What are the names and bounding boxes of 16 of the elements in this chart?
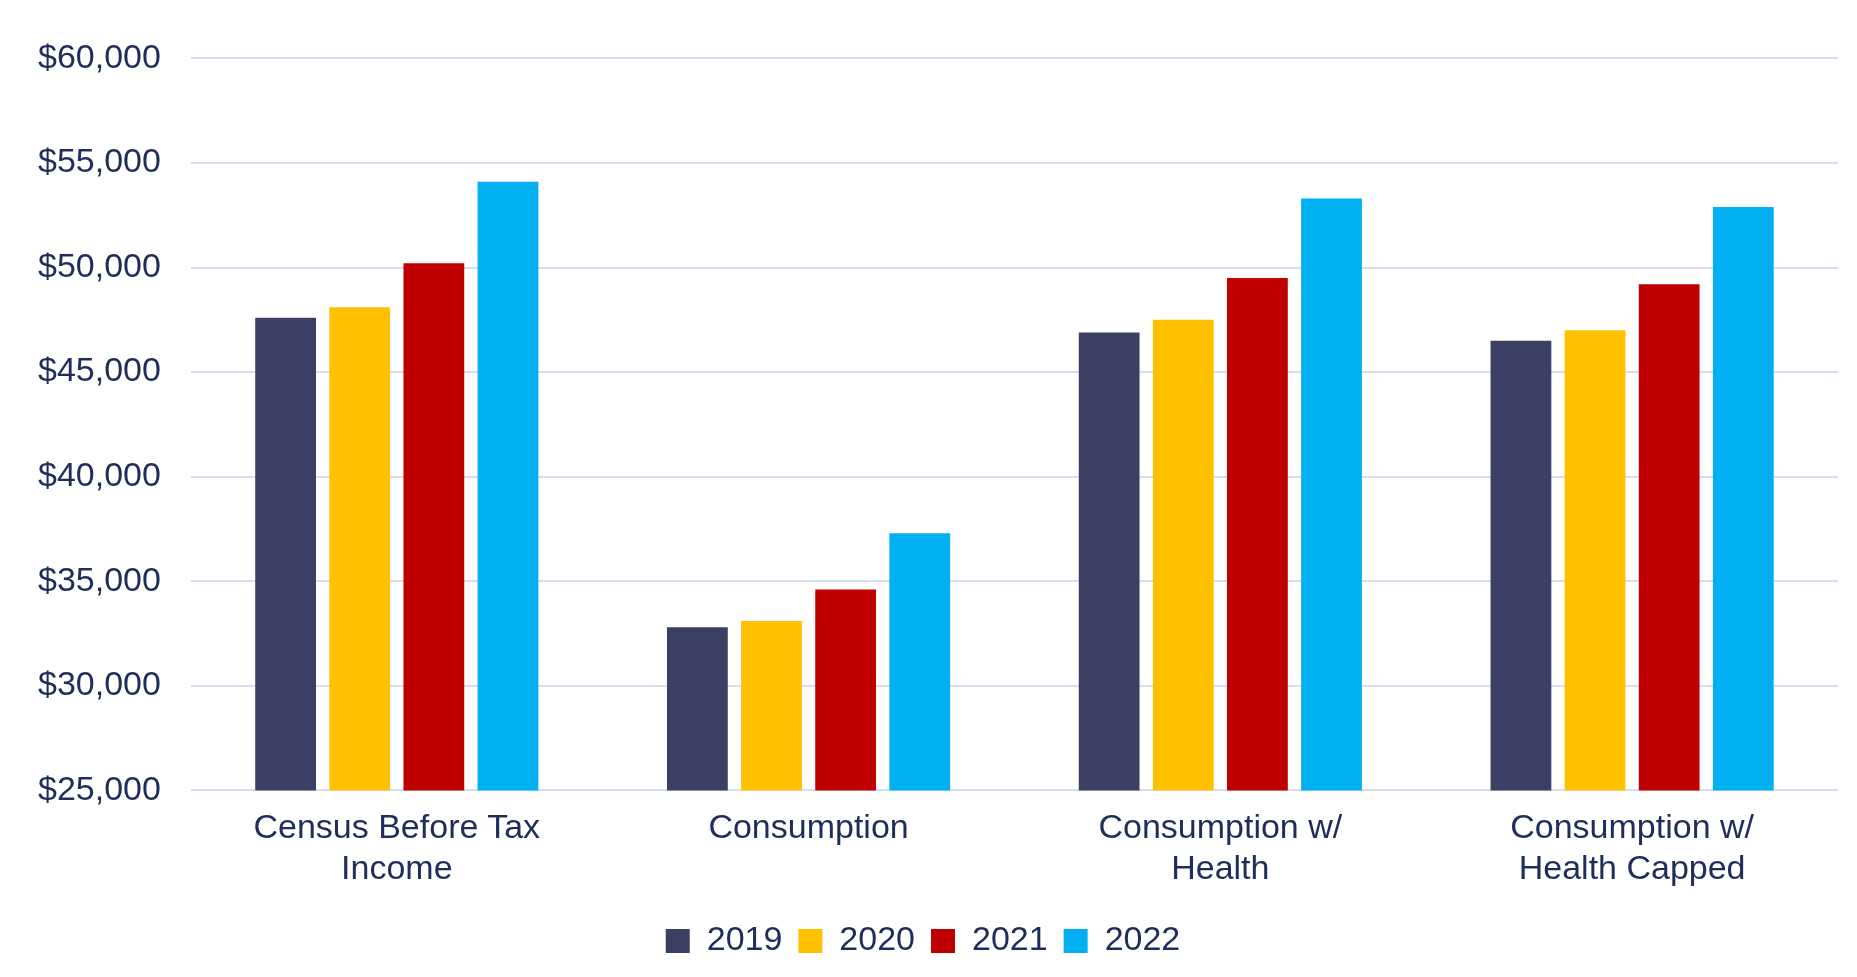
y-tick-label: $55,000 xyxy=(38,141,161,180)
legend-label: 2022 xyxy=(1104,919,1181,958)
x-tick-label: Census Before Tax Income xyxy=(253,807,541,886)
x-tick-label: Consumption w/ Health Capped xyxy=(1510,807,1755,886)
y-tick-label: $45,000 xyxy=(38,350,161,389)
y-tick-label: $30,000 xyxy=(38,664,161,703)
y-tick-label: $25,000 xyxy=(38,768,161,807)
y-tick-label: $50,000 xyxy=(38,245,161,284)
y-tick-label: $35,000 xyxy=(38,559,161,598)
x-tick-label: Consumption xyxy=(708,807,909,846)
y-tick-label: $60,000 xyxy=(38,36,161,75)
y-tick-label: $40,000 xyxy=(38,455,161,494)
legend-label: 2021 xyxy=(972,919,1048,958)
legend-label: 2020 xyxy=(839,919,915,958)
legend-label: 2019 xyxy=(706,919,783,958)
x-tick-label: Consumption w/ Health xyxy=(1098,807,1343,886)
